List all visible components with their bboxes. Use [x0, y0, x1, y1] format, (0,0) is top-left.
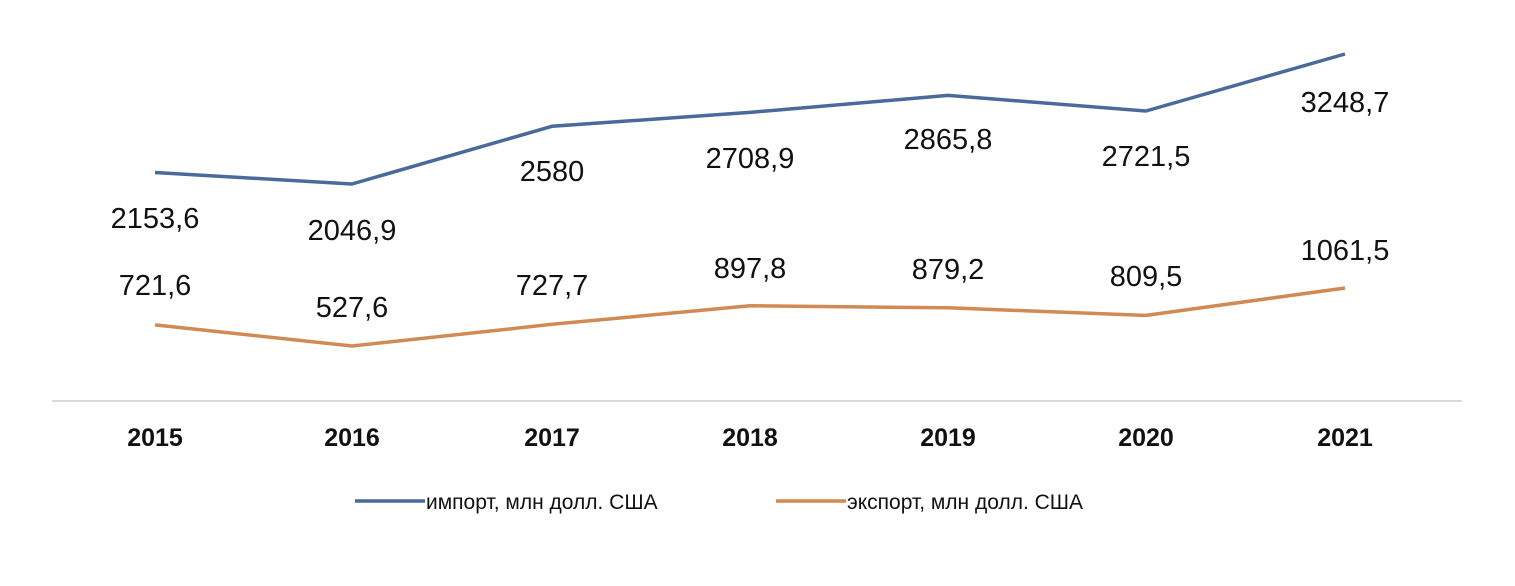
- import-data-label: 2865,8: [904, 124, 993, 156]
- export-data-label: 1061,5: [1301, 235, 1390, 267]
- import-data-labels: 2153,6 2046,9 2580 2708,9 2865,8 2721,5 3248,7: [111, 87, 1390, 247]
- export-data-label: 879,2: [912, 254, 985, 286]
- x-tick-label: 2016: [324, 424, 380, 452]
- x-tick-label: 2021: [1317, 424, 1373, 452]
- x-tick-label: 2020: [1118, 424, 1174, 452]
- x-tick-label: 2019: [920, 424, 976, 452]
- x-tick-label: 2018: [722, 424, 778, 452]
- legend-item-import[interactable]: импорт, млн долл. США: [355, 491, 658, 514]
- x-axis-ticks: 2015 2016 2017 2018 2019 2020 2021: [127, 424, 1373, 452]
- export-data-labels: 721,6 527,6 727,7 897,8 879,2 809,5 1061,5: [119, 235, 1390, 324]
- x-tick-label: 2017: [524, 424, 580, 452]
- export-data-label: 721,6: [119, 270, 192, 302]
- legend: импорт, млн долл. США экспорт, млн долл.…: [355, 491, 1083, 514]
- export-series-line: [154, 286, 1346, 348]
- import-data-label: 2046,9: [308, 215, 397, 247]
- import-series-line: [154, 52, 1346, 186]
- export-data-label: 527,6: [316, 292, 389, 324]
- import-data-label: 2580: [520, 156, 585, 188]
- legend-import-label: импорт, млн долл. США: [426, 491, 658, 514]
- export-data-label: 809,5: [1110, 261, 1183, 293]
- export-data-label: 727,7: [516, 270, 589, 302]
- import-data-label: 2153,6: [111, 203, 200, 235]
- import-data-label: 2721,5: [1102, 141, 1191, 173]
- import-data-label: 2708,9: [706, 143, 795, 175]
- export-data-label: 897,8: [714, 253, 787, 285]
- legend-item-export[interactable]: экспорт, млн долл. США: [776, 491, 1083, 514]
- legend-export-label: экспорт, млн долл. США: [847, 491, 1083, 514]
- x-tick-label: 2015: [127, 424, 183, 452]
- import-data-label: 3248,7: [1301, 87, 1390, 119]
